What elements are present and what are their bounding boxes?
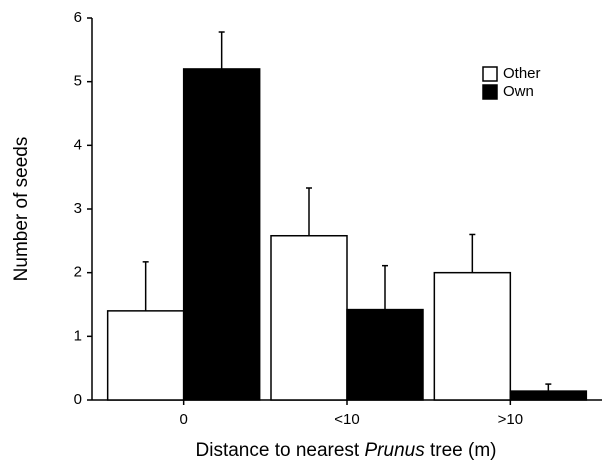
x-label-italic: Prunus	[365, 440, 426, 461]
error-bar	[469, 233, 476, 273]
bar	[433, 271, 512, 401]
x-tick-label: >10	[498, 411, 523, 428]
bar	[346, 308, 424, 401]
error-bar	[218, 31, 225, 69]
bar	[270, 234, 348, 401]
bar	[509, 390, 588, 401]
y-tick-label: 1	[74, 327, 82, 344]
y-tick-label: 2	[74, 264, 82, 281]
legend-swatch	[482, 84, 498, 100]
y-tick-label: 5	[74, 73, 82, 90]
y-tick-label: 0	[74, 391, 82, 408]
bar	[106, 310, 185, 401]
bar	[182, 68, 261, 401]
y-tick-label: 4	[74, 136, 82, 153]
y-tick-label: 3	[74, 200, 82, 217]
y-tick-label: 6	[74, 9, 82, 26]
x-tick-label: <10	[334, 411, 359, 428]
x-label-part: tree (m)	[425, 440, 497, 461]
error-bar	[382, 264, 388, 310]
error-bar	[545, 383, 552, 392]
legend-label: Own	[503, 83, 534, 100]
legend-label: Other	[503, 65, 541, 82]
x-label-part: Distance to nearest	[196, 440, 365, 461]
error-bar	[306, 187, 312, 236]
y-axis-label: Number of seeds	[11, 137, 32, 282]
legend-swatch	[482, 66, 498, 82]
error-bar	[142, 261, 149, 311]
x-axis-label: Distance to nearest Prunus tree (m)	[196, 440, 497, 461]
x-tick-label: 0	[179, 411, 187, 428]
